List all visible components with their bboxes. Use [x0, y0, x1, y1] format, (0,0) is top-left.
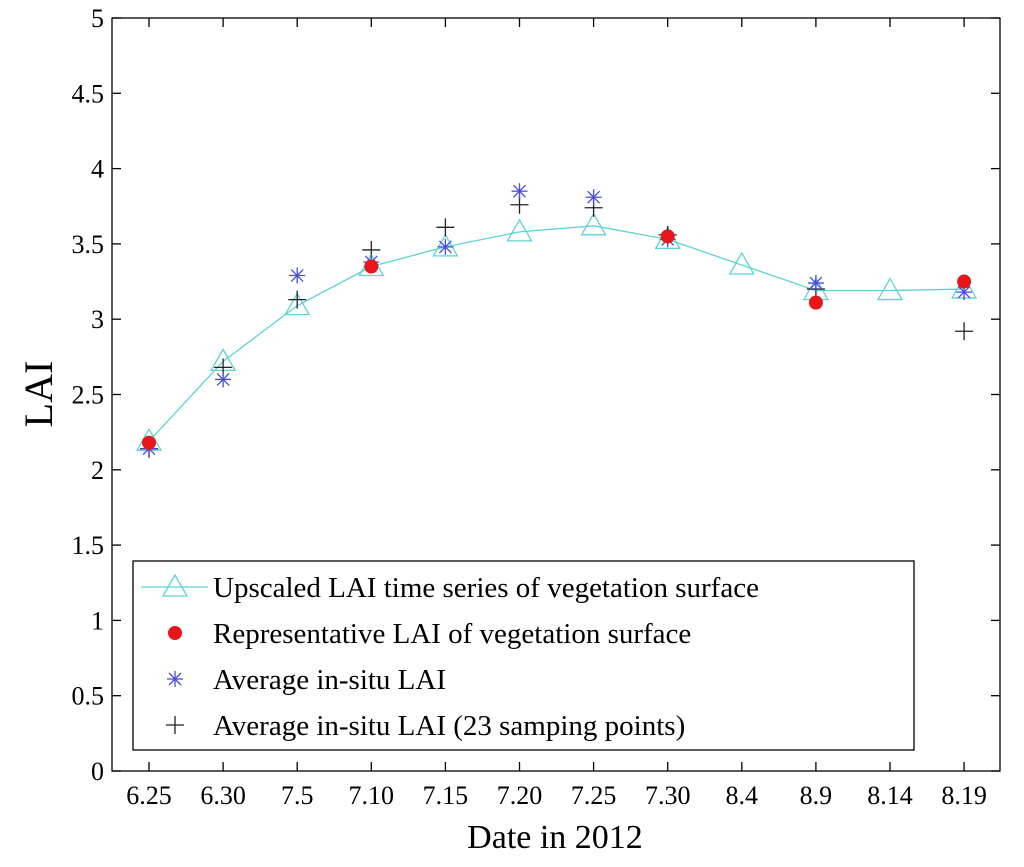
legend-marker	[168, 626, 182, 640]
legend-label: Average in-situ LAI (23 samping points)	[213, 710, 685, 742]
series-2	[142, 229, 972, 450]
y-tick-label: 4	[91, 155, 104, 184]
asterisk-stroke	[587, 190, 601, 204]
data-point	[506, 218, 533, 242]
data-point	[807, 275, 824, 292]
x-tick-label: 7.30	[645, 781, 691, 810]
series-layer	[135, 183, 978, 458]
series-4	[140, 195, 974, 458]
data-point	[288, 290, 307, 309]
legend-label: Representative LAI of vegetation surface	[213, 618, 691, 650]
asterisk-stroke	[438, 240, 452, 254]
legend-entry: Average in-situ LAI (23 samping points)	[166, 710, 685, 742]
series-3	[141, 183, 973, 457]
data-point	[957, 274, 972, 289]
x-tick-label: 7.15	[423, 781, 469, 810]
data-point	[284, 292, 311, 316]
y-tick-label: 1	[91, 606, 104, 635]
x-tick-label: 8.4	[726, 781, 759, 810]
asterisk-stroke	[513, 184, 526, 198]
data-point	[289, 267, 306, 284]
legend-marker	[167, 671, 183, 687]
data-point	[142, 435, 156, 450]
legend-label: Upscaled LAI time series of vegetation s…	[213, 572, 759, 604]
x-tick-label: 8.19	[941, 781, 987, 810]
x-axis-title: Date in 2012	[467, 819, 643, 856]
asterisk-stroke	[216, 372, 230, 386]
data-point	[728, 251, 755, 275]
asterisk-stroke	[290, 269, 304, 282]
data-point	[585, 189, 602, 206]
x-tick-label: 6.30	[200, 781, 246, 810]
legend-entry: Upscaled LAI time series of vegetation s…	[141, 572, 759, 604]
data-point	[511, 183, 528, 200]
legend: Upscaled LAI time series of vegetation s…	[132, 560, 915, 751]
data-point	[808, 295, 823, 310]
series-line	[148, 225, 965, 442]
y-tick-label: 3	[91, 305, 104, 334]
data-point	[876, 277, 904, 301]
data-point	[437, 238, 454, 255]
y-tick-label: 2	[91, 456, 104, 485]
legend-marker	[161, 573, 189, 597]
legend-label: Average in-situ LAI	[213, 664, 446, 696]
data-point	[955, 322, 974, 341]
y-tick-label: 1.5	[72, 531, 105, 560]
series-1	[135, 212, 978, 451]
legend-marker	[166, 716, 184, 734]
data-point	[432, 233, 459, 257]
legend-entry: Representative LAI of vegetation surface	[168, 618, 691, 650]
data-point	[436, 218, 455, 237]
y-tick-label: 0	[91, 757, 104, 786]
x-tick-label: 7.20	[497, 781, 543, 810]
asterisk-stroke	[957, 285, 971, 299]
x-tick-label: 8.14	[867, 781, 913, 810]
axis-ticks: 0 0.5 1 1.5 2 2.5 3 3.5 4 4.5 5 6.25 6.30 7.5 7.10 7.15…	[72, 4, 1000, 810]
y-tick-label: 0.5	[72, 682, 105, 711]
x-tick-label: 6.25	[126, 781, 172, 810]
data-point	[660, 229, 675, 244]
x-tick-label: 8.9	[800, 781, 833, 810]
data-point	[215, 371, 232, 388]
asterisk-stroke	[168, 672, 182, 686]
data-point	[580, 212, 607, 236]
y-tick-label: 3.5	[72, 230, 105, 259]
asterisk-stroke	[809, 276, 823, 290]
x-tick-label: 7.25	[571, 781, 617, 810]
y-tick-label: 5	[91, 4, 104, 33]
y-axis-title: LAI	[16, 361, 61, 428]
x-tick-label: 7.10	[349, 781, 395, 810]
legend-box	[132, 560, 915, 751]
y-tick-label: 4.5	[72, 79, 105, 108]
x-tick-label: 7.5	[281, 781, 314, 810]
y-tick-label: 2.5	[72, 381, 105, 410]
legend-entry: Average in-situ LAI	[167, 664, 446, 696]
data-point	[364, 259, 379, 274]
